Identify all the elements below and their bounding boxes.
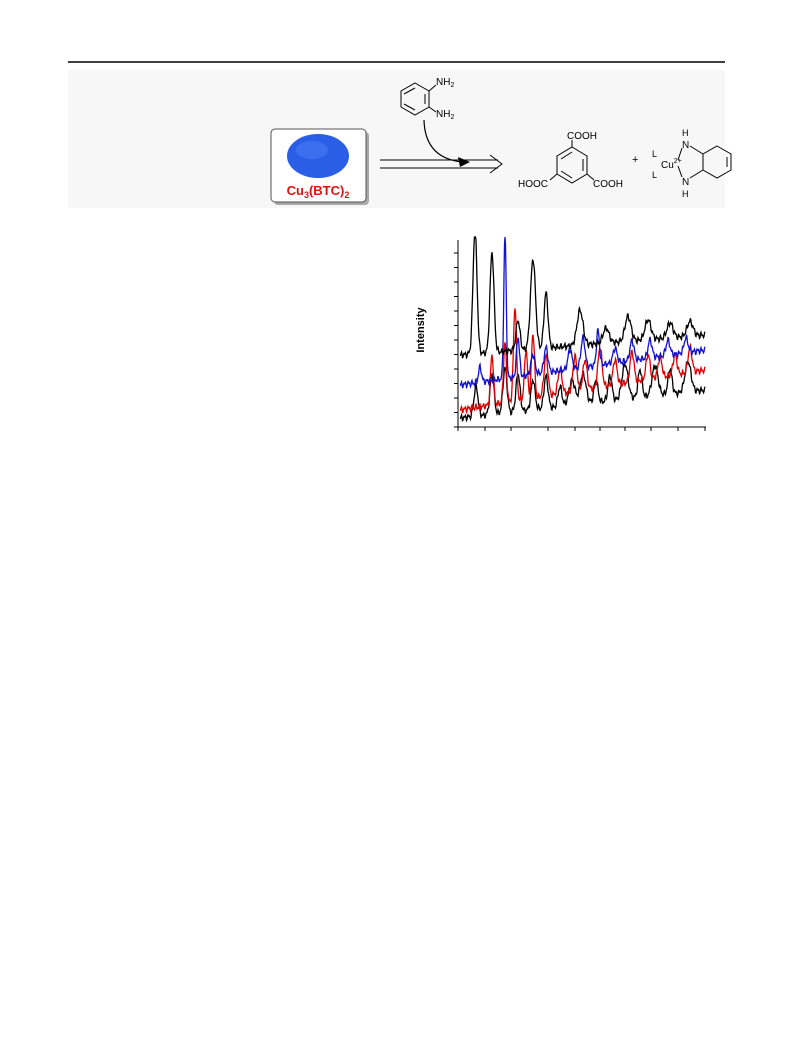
scheme-background [68, 70, 725, 208]
ligand: L [652, 170, 657, 180]
bond [677, 165, 683, 178]
bond [549, 173, 558, 181]
nitrogen: N [682, 177, 689, 188]
bond [403, 87, 416, 95]
crystal-highlight [296, 141, 328, 159]
xrd-plot [454, 236, 706, 431]
hydrogen: H [682, 128, 689, 138]
bond [403, 103, 416, 111]
bond [428, 84, 437, 92]
reactant-label: Cu3(BTC)2 [287, 183, 350, 200]
bond [560, 151, 573, 160]
plus: + [632, 154, 638, 166]
acid-label: COOH [593, 179, 623, 190]
acid-label: COOH [567, 131, 597, 142]
reaction-arrowhead [489, 154, 503, 174]
bond [428, 106, 437, 113]
bond [560, 170, 573, 179]
acid-label: HOOC [518, 179, 548, 190]
metal: Cu2+ [661, 158, 682, 171]
xrd-trace [459, 308, 706, 415]
amine-label: NH2 [436, 109, 454, 121]
xrd-trace [459, 236, 706, 390]
y-axis-label: Intensity [415, 307, 427, 353]
hydrogen: H [682, 189, 689, 199]
amine-label: NH2 [436, 77, 454, 89]
curved-arrow [423, 119, 463, 163]
ligand: L [652, 149, 657, 159]
bond [586, 173, 595, 181]
bond [689, 145, 704, 155]
xrd-trace [459, 236, 706, 360]
bond [677, 147, 683, 161]
bond [689, 169, 704, 179]
nitrogen: N [682, 140, 689, 151]
benzene-ring [556, 146, 588, 184]
